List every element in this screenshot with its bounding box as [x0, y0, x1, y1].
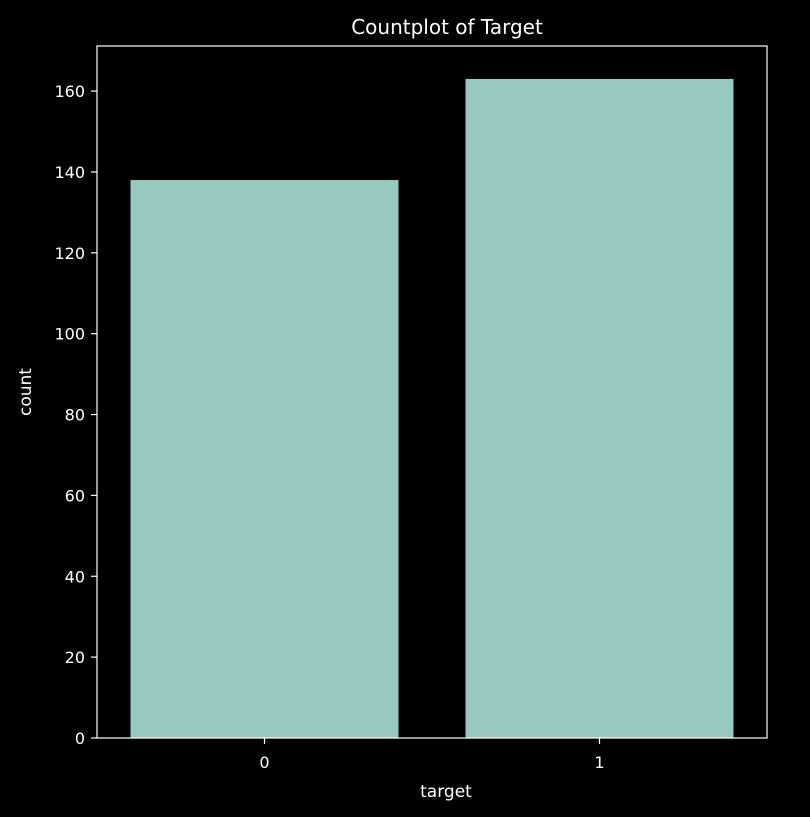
plot-frame: [96, 45, 768, 739]
y-tick-label: 100: [54, 325, 85, 344]
y-axis-ticks: 0 20 40 60 80 100 120 140 160: [54, 82, 97, 748]
y-tick-label: 160: [54, 82, 85, 101]
y-axis-label: count: [16, 368, 36, 416]
bars-group: [130, 78, 734, 738]
chart-title: Countplot of Target: [351, 15, 543, 39]
x-axis-label: target: [420, 782, 472, 802]
x-tick-label-1: 1: [594, 753, 604, 772]
y-tick-label: 60: [65, 486, 85, 505]
y-tick-label: 40: [65, 567, 85, 586]
y-tick-label: 20: [65, 648, 85, 667]
y-tick-label: 140: [54, 163, 85, 182]
y-tick-label: 80: [65, 406, 85, 425]
y-tick-label: 120: [54, 244, 85, 263]
x-tick-label-0: 0: [259, 753, 269, 772]
bar-0: [130, 180, 399, 738]
bar-1: [465, 78, 734, 738]
y-tick-label: 0: [75, 729, 85, 748]
